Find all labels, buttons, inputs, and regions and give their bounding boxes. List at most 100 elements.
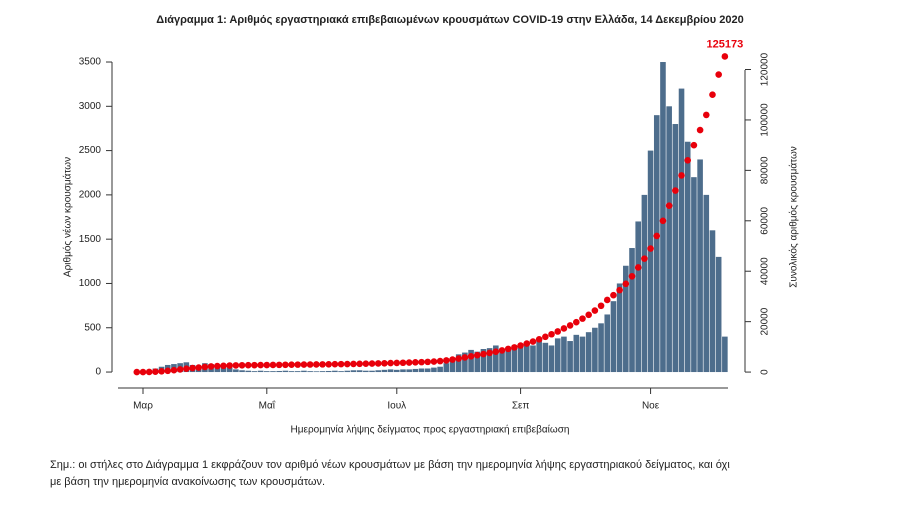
bar (245, 370, 252, 373)
cumulative-point (535, 335, 543, 343)
bar (363, 370, 369, 373)
bar (455, 354, 462, 373)
cumulative-point (313, 361, 320, 368)
bar (400, 369, 406, 373)
bar (697, 159, 703, 373)
y2-tick-label: 120000 (760, 52, 771, 86)
bar (393, 369, 400, 373)
note-line: Σημ.: οι στήλες στο Διάγραμμα 1 εκφράζου… (50, 459, 730, 471)
bar (474, 351, 481, 373)
bar (233, 369, 239, 373)
cumulative-point (504, 345, 512, 353)
cumulative-point (269, 361, 277, 369)
bar (412, 368, 419, 373)
bar (678, 88, 685, 373)
cumulative-point (455, 355, 462, 362)
bar (548, 345, 555, 373)
cumulative-point (300, 361, 308, 368)
bar (486, 348, 493, 373)
bar (270, 371, 276, 373)
cumulative-point (356, 360, 363, 368)
bar (325, 370, 332, 373)
cumulative-point (393, 359, 401, 367)
cumulative-point (213, 362, 221, 370)
bar (239, 370, 245, 373)
y2-tick-label: 0 (760, 369, 771, 375)
bar (660, 62, 666, 373)
cumulative-point (207, 363, 215, 370)
bar (499, 349, 505, 373)
y-axis-title: Αριθμός νέων κρουσμάτων (62, 157, 74, 277)
cumulative-point (350, 360, 357, 368)
bar (350, 370, 357, 373)
cumulative-point (473, 351, 481, 359)
cumulative-point (585, 311, 592, 319)
cumulative-point (511, 344, 518, 351)
cumulative-point (690, 141, 698, 149)
bar (554, 338, 561, 373)
cumulative-point (560, 325, 568, 332)
cumulative-point (418, 358, 425, 366)
bar (672, 124, 679, 373)
bar (647, 150, 654, 373)
cumulative-point (294, 361, 302, 368)
y-tick-label: 1000 (79, 278, 102, 289)
bar (288, 371, 295, 373)
bar (406, 369, 412, 373)
bar (381, 369, 388, 373)
bar (616, 283, 623, 373)
cumulative-point (467, 353, 475, 360)
y2-tick-label: 100000 (760, 103, 771, 137)
cumulative-point (220, 362, 227, 370)
cumulative-point (443, 357, 450, 364)
y-tick-label: 0 (95, 367, 101, 378)
cumulative-point (232, 362, 240, 369)
x-tick-label: Νοε (642, 401, 660, 412)
cumulative-point (653, 232, 661, 240)
cumulative-point (226, 362, 233, 369)
x-tick-label: Ιουλ (387, 401, 406, 412)
cumulative-point (306, 361, 314, 368)
y-tick-label: 500 (84, 322, 101, 333)
bar (653, 115, 660, 373)
y2-tick-label: 20000 (760, 307, 771, 335)
cumulative-point (542, 333, 549, 341)
bar (418, 368, 425, 373)
bar (505, 347, 512, 373)
bar (449, 358, 456, 373)
cumulative-point (430, 358, 438, 365)
cumulative-point (672, 187, 679, 194)
bar (264, 371, 270, 373)
cumulative-point (238, 361, 246, 369)
cumulative-point (170, 366, 178, 374)
cumulative-point (183, 365, 190, 372)
bar (301, 370, 307, 373)
bar (282, 370, 289, 373)
cumulative-point (257, 361, 264, 369)
cumulative-point (424, 358, 432, 366)
cumulative-point (282, 361, 289, 369)
cumulative-point (684, 156, 692, 164)
cumulative-point (399, 359, 407, 367)
bar (431, 367, 437, 373)
cumulative-point (176, 366, 184, 373)
bar (635, 221, 641, 373)
cumulative-point (319, 361, 326, 368)
cumulative-point (461, 354, 469, 361)
bar (684, 141, 691, 373)
bar (511, 345, 518, 373)
cumulative-point (412, 359, 419, 366)
cumulative-point (721, 53, 729, 60)
cumulative-point (616, 286, 623, 294)
bar (530, 345, 536, 373)
cumulative-point (641, 255, 648, 262)
y-tick-label: 2500 (79, 145, 102, 156)
bar (437, 366, 443, 373)
cumulative-point (628, 272, 636, 280)
bar (462, 352, 468, 373)
y-tick-label: 3000 (79, 101, 102, 112)
note-line: με βάση την ημερομηνία ανακοίνωσης των κ… (50, 476, 325, 488)
bar (338, 371, 344, 373)
bar (598, 323, 604, 373)
